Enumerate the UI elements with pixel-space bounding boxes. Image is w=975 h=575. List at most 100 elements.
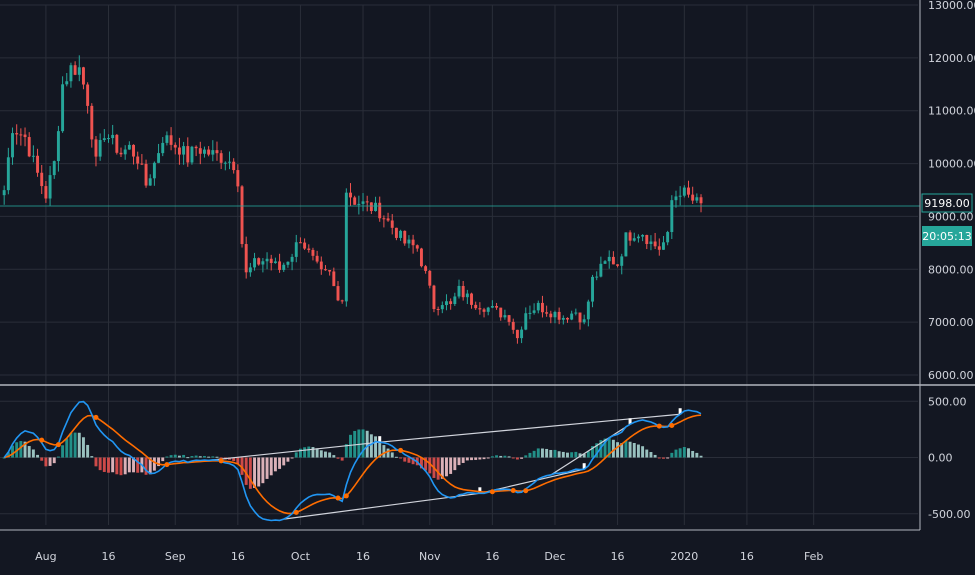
cross-marker bbox=[164, 462, 170, 468]
macd-tick-label: 0.00 bbox=[928, 452, 953, 465]
histogram-bar bbox=[253, 457, 256, 488]
histogram-bar bbox=[566, 452, 569, 458]
candle bbox=[344, 188, 348, 307]
time-tick-label: 16 bbox=[611, 550, 625, 563]
histogram-bar bbox=[549, 449, 553, 458]
histogram-bar bbox=[311, 447, 315, 458]
candle bbox=[657, 238, 661, 256]
time-tick-label: Dec bbox=[544, 550, 565, 563]
histogram-bar bbox=[203, 455, 206, 458]
candle bbox=[144, 159, 148, 188]
histogram-bar bbox=[478, 457, 482, 460]
histogram-bar bbox=[36, 454, 40, 458]
candle bbox=[81, 66, 85, 90]
candle bbox=[69, 62, 73, 88]
candle bbox=[307, 244, 311, 253]
macd-axis[interactable]: 500.00 0.00 -500.00 bbox=[928, 395, 970, 521]
cross-marker bbox=[39, 437, 45, 443]
candle bbox=[582, 314, 586, 325]
candle bbox=[578, 312, 582, 330]
candle bbox=[232, 158, 236, 174]
histogram-bar bbox=[107, 457, 110, 473]
candle bbox=[394, 227, 398, 241]
candle bbox=[386, 212, 390, 222]
time-axis[interactable]: Aug 16 Sep 16 Oct 16 Nov 16 Dec 16 2020 16 Feb bbox=[35, 550, 823, 563]
price-tick-label: 10000.00 bbox=[928, 158, 975, 171]
cross-marker bbox=[335, 495, 341, 501]
candle bbox=[253, 252, 256, 271]
histogram-bar bbox=[307, 446, 311, 458]
histogram-bar bbox=[23, 441, 27, 458]
cross-marker bbox=[669, 422, 675, 428]
histogram-bar bbox=[486, 457, 490, 459]
histogram-bar bbox=[586, 451, 590, 458]
histogram-bar bbox=[603, 438, 607, 458]
histogram-bar bbox=[695, 452, 699, 458]
histogram-bar bbox=[44, 457, 48, 467]
histogram-bar bbox=[382, 445, 386, 458]
histogram-bar bbox=[161, 457, 165, 462]
candle bbox=[290, 253, 294, 271]
histogram-bar bbox=[315, 448, 319, 458]
candle bbox=[524, 307, 528, 331]
cross-marker bbox=[510, 487, 516, 493]
histogram-bar bbox=[61, 445, 65, 458]
candle bbox=[48, 165, 52, 206]
candle bbox=[532, 303, 536, 315]
candle bbox=[269, 254, 273, 271]
histogram-bar bbox=[177, 455, 181, 458]
candle bbox=[595, 271, 599, 281]
candle bbox=[328, 270, 332, 276]
countdown-badge-text: 20:05:13 bbox=[922, 230, 971, 243]
candle bbox=[173, 142, 177, 155]
candle bbox=[570, 310, 574, 321]
histogram-bar bbox=[624, 440, 628, 458]
candle bbox=[211, 140, 215, 162]
candle bbox=[561, 315, 565, 325]
candle bbox=[645, 234, 649, 250]
candle bbox=[102, 129, 106, 143]
histogram-bar bbox=[294, 452, 298, 458]
divergence-line bbox=[283, 492, 480, 520]
histogram-bar bbox=[127, 457, 131, 473]
price-tick-label: 11000.00 bbox=[928, 105, 975, 118]
candle bbox=[515, 329, 519, 344]
price-axis[interactable]: 13000.00 12000.00 11000.00 10000.00 9000.00 8… bbox=[928, 0, 975, 382]
candle bbox=[428, 269, 432, 289]
histogram-bar bbox=[123, 457, 127, 475]
histogram-bar bbox=[119, 457, 123, 476]
histogram-bar bbox=[532, 450, 536, 458]
candle bbox=[411, 234, 415, 254]
candle bbox=[478, 302, 482, 315]
histogram-bar bbox=[273, 457, 277, 472]
candle bbox=[148, 174, 152, 186]
divergence-line bbox=[208, 441, 380, 461]
time-tick-label: 16 bbox=[101, 550, 115, 563]
histogram-bar bbox=[340, 457, 344, 461]
candle bbox=[152, 161, 156, 186]
candle bbox=[674, 190, 678, 208]
histogram-bar bbox=[344, 444, 348, 458]
candle bbox=[662, 235, 665, 250]
histogram-bar bbox=[303, 447, 307, 458]
candle bbox=[40, 164, 44, 194]
histogram-bar bbox=[411, 457, 415, 465]
divergence-marker bbox=[582, 463, 586, 470]
divergence-marker bbox=[628, 418, 632, 425]
histogram-bar bbox=[328, 452, 332, 458]
candle bbox=[687, 180, 690, 198]
histogram-bar bbox=[40, 457, 44, 461]
histogram-bar bbox=[157, 457, 161, 467]
candle bbox=[123, 145, 127, 160]
candle bbox=[461, 280, 465, 301]
histogram-bar bbox=[687, 448, 690, 458]
candle bbox=[603, 260, 607, 264]
histogram-bar bbox=[269, 457, 273, 476]
candle bbox=[390, 214, 394, 235]
candle bbox=[248, 262, 252, 277]
candle bbox=[136, 151, 140, 170]
candle bbox=[44, 180, 48, 203]
histogram-bar bbox=[190, 456, 194, 458]
histogram-bar bbox=[540, 448, 544, 458]
